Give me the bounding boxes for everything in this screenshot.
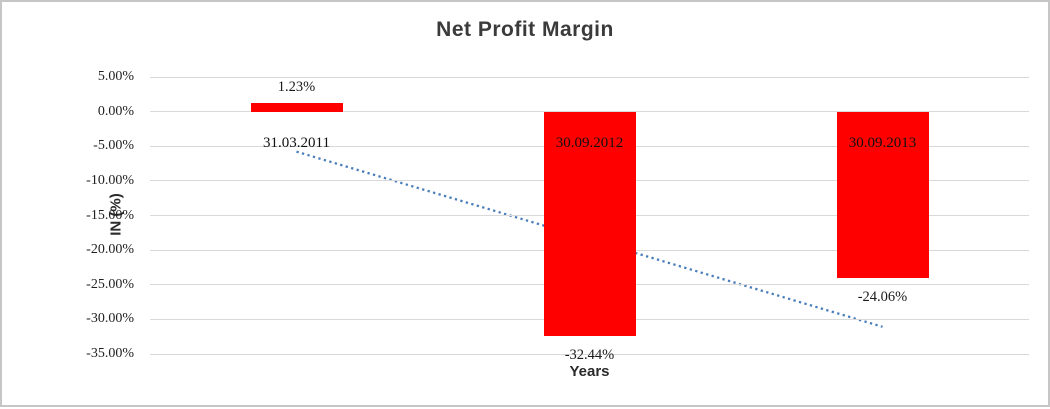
y-tick-label: -10.00%: [86, 172, 134, 188]
gridline: [150, 76, 1029, 78]
y-tick-label: -25.00%: [86, 276, 134, 292]
bar-30.09.2012: [543, 111, 636, 337]
data-label: -32.44%: [564, 347, 615, 364]
y-tick-label: 0.00%: [97, 103, 134, 119]
y-tick-label: 5.00%: [97, 69, 134, 84]
x-axis-title: Years: [569, 363, 610, 380]
bar-31.03.2011: [250, 103, 343, 112]
data-label: 1.23%: [277, 79, 316, 96]
gridline: [150, 353, 1029, 355]
y-tick-label: -15.00%: [86, 207, 134, 223]
y-tick-label: -20.00%: [86, 242, 134, 258]
y-tick-label: -35.00%: [86, 346, 134, 361]
category-label: 30.09.2013: [848, 134, 917, 151]
data-label: -24.06%: [857, 289, 908, 306]
category-label: 31.03.2011: [263, 134, 330, 151]
chart-title: Net Profit Margin: [436, 18, 614, 41]
category-label: 30.09.2012: [555, 134, 624, 151]
y-tick-label: -30.00%: [86, 311, 134, 327]
bar-30.09.2013: [836, 111, 929, 279]
y-tick-label: -5.00%: [93, 138, 134, 154]
